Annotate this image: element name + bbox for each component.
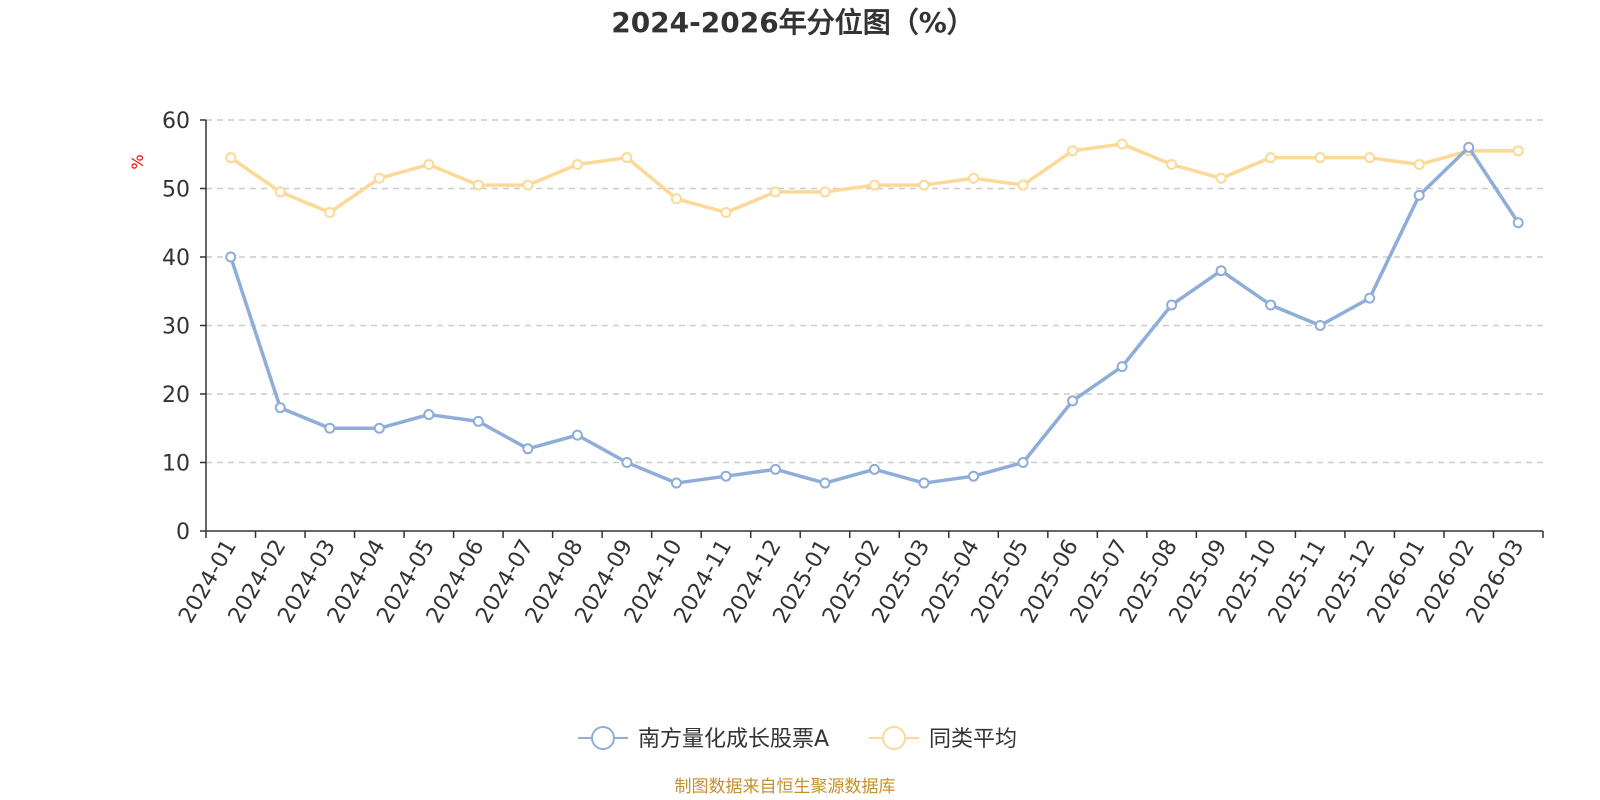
data-point[interactable] bbox=[1215, 265, 1227, 277]
data-point[interactable] bbox=[869, 463, 880, 475]
data-point[interactable] bbox=[522, 443, 534, 455]
data-point[interactable] bbox=[373, 172, 385, 184]
y-tick-label: 0 bbox=[176, 520, 190, 545]
data-point[interactable] bbox=[522, 179, 534, 191]
data-point[interactable] bbox=[1067, 395, 1079, 407]
data-point[interactable] bbox=[1265, 299, 1277, 311]
data-point[interactable] bbox=[1166, 159, 1178, 171]
data-point[interactable] bbox=[1364, 292, 1376, 304]
data-point[interactable] bbox=[1463, 141, 1475, 153]
data-point[interactable] bbox=[670, 193, 682, 205]
data-point[interactable] bbox=[472, 415, 484, 427]
data-point[interactable] bbox=[918, 179, 930, 191]
data-point[interactable] bbox=[769, 463, 781, 475]
chart-title: 2024-2026年分位图（%） bbox=[611, 6, 975, 39]
y-tick-label: 30 bbox=[162, 315, 190, 340]
data-point[interactable] bbox=[423, 409, 435, 421]
data-point[interactable] bbox=[274, 402, 286, 414]
data-point[interactable] bbox=[373, 422, 385, 434]
data-point[interactable] bbox=[1265, 152, 1277, 164]
y-tick-label: 60 bbox=[162, 109, 190, 134]
data-point[interactable] bbox=[968, 172, 980, 184]
data-point[interactable] bbox=[819, 477, 831, 489]
data-point[interactable] bbox=[968, 470, 980, 482]
data-point[interactable] bbox=[1215, 172, 1227, 184]
data-point[interactable] bbox=[1413, 189, 1425, 201]
data-point[interactable] bbox=[1364, 152, 1376, 164]
legend[interactable]: 南方量化成长股票A 同类平均 bbox=[578, 726, 1017, 752]
data-point[interactable] bbox=[324, 206, 336, 218]
data-point[interactable] bbox=[274, 186, 286, 198]
data-point[interactable] bbox=[1067, 145, 1079, 157]
data-point[interactable] bbox=[423, 159, 435, 171]
data-point[interactable] bbox=[670, 477, 682, 489]
y-tick-label: 10 bbox=[162, 452, 190, 477]
data-point[interactable] bbox=[819, 186, 831, 198]
data-point[interactable] bbox=[571, 429, 583, 441]
data-point[interactable] bbox=[1512, 145, 1524, 157]
data-point[interactable] bbox=[1017, 179, 1029, 191]
data-point[interactable] bbox=[1413, 159, 1425, 171]
source-note: 制图数据来自恒生聚源数据库 bbox=[675, 777, 896, 797]
legend-item-1[interactable]: 同类平均 bbox=[869, 726, 1017, 752]
data-point[interactable] bbox=[571, 159, 583, 171]
data-point[interactable] bbox=[1017, 457, 1029, 468]
data-point[interactable] bbox=[1116, 361, 1128, 373]
y-tick-label: 40 bbox=[162, 246, 190, 271]
data-point[interactable] bbox=[869, 179, 880, 191]
data-point[interactable] bbox=[720, 206, 732, 218]
data-point[interactable] bbox=[472, 179, 484, 191]
data-point[interactable] bbox=[769, 186, 781, 198]
data-point[interactable] bbox=[918, 477, 930, 489]
series-line-0 bbox=[229, 145, 1520, 485]
series-line-1 bbox=[229, 142, 1519, 215]
y-axis-label: % bbox=[128, 154, 147, 169]
data-point[interactable] bbox=[621, 152, 633, 164]
data-point[interactable] bbox=[225, 251, 237, 263]
data-point[interactable] bbox=[225, 152, 237, 164]
legend-swatch-marker bbox=[591, 726, 615, 750]
data-point[interactable] bbox=[621, 457, 633, 468]
y-tick-label: 50 bbox=[162, 178, 190, 203]
data-point[interactable] bbox=[1166, 299, 1178, 311]
data-point[interactable] bbox=[1512, 217, 1524, 229]
data-point[interactable] bbox=[324, 422, 336, 434]
data-point[interactable] bbox=[1314, 320, 1326, 331]
data-point[interactable] bbox=[1314, 152, 1326, 164]
y-tick-label: 20 bbox=[162, 383, 190, 408]
legend-label: 南方量化成长股票A bbox=[638, 727, 829, 752]
legend-swatch-marker bbox=[882, 726, 906, 750]
legend-label: 同类平均 bbox=[929, 727, 1017, 752]
data-point[interactable] bbox=[1116, 138, 1128, 150]
series-layer bbox=[225, 138, 1524, 489]
data-point[interactable] bbox=[720, 470, 732, 482]
legend-item-0[interactable]: 南方量化成长股票A bbox=[578, 726, 829, 752]
